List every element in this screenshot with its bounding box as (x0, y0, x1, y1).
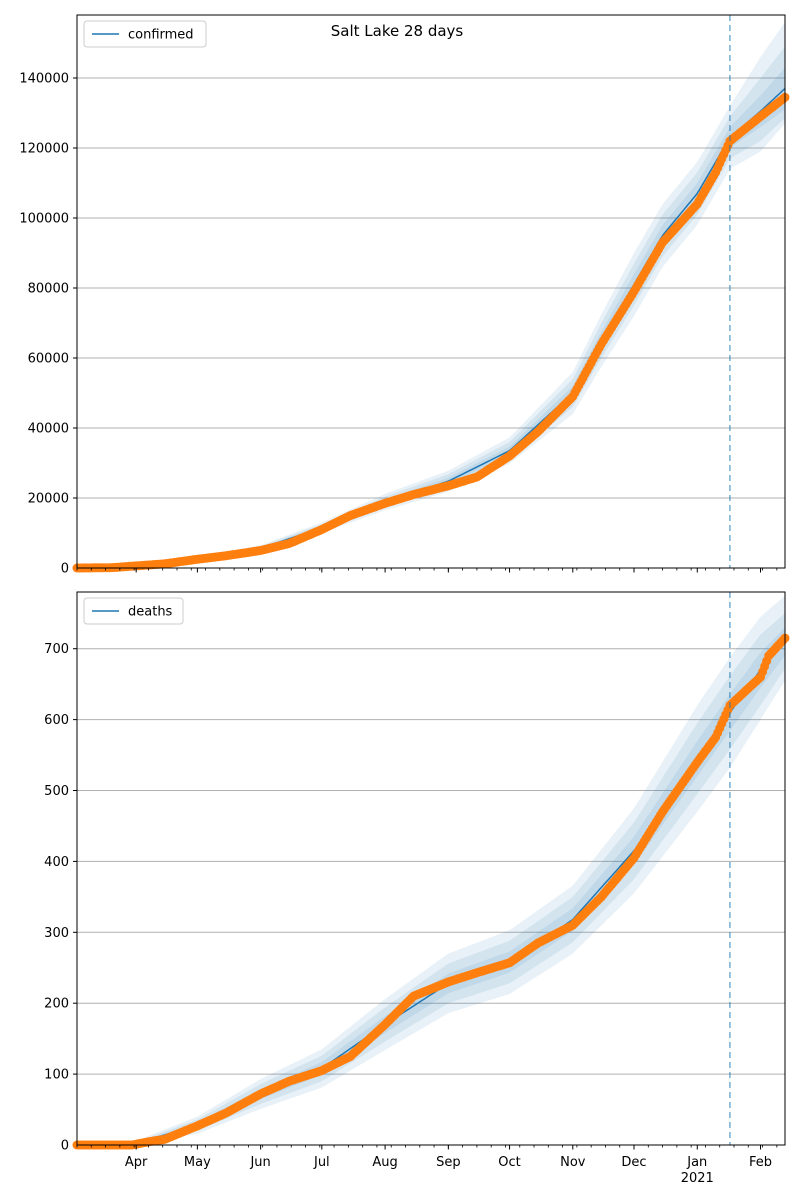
x-tick-label: Oct (498, 1155, 520, 1170)
deaths-legend-label: deaths (128, 605, 173, 620)
y-tick-label: 300 (44, 926, 69, 941)
y-tick-label: 0 (61, 562, 69, 577)
x-tick-label: Apr (125, 1155, 148, 1170)
confirmed-legend-box (83, 20, 207, 48)
y-tick-label: 100 (44, 1068, 69, 1083)
confirmed-legend-label: confirmed (128, 28, 194, 43)
x-tick-label: May (184, 1155, 211, 1170)
x-tick-label: Sep (436, 1155, 461, 1170)
confirmed-axes-frame (76, 14, 786, 569)
y-tick-label: 0 (61, 1139, 69, 1154)
y-tick-label: 600 (44, 713, 69, 728)
deaths-panel: 0 100 200 300 400 500 600 700 Apr May Jun Jul Aug Sep… (44, 591, 790, 1186)
y-tick-label: 40000 (28, 422, 69, 437)
deaths-legend-box (83, 597, 184, 625)
x-tick-label: Dec (621, 1155, 646, 1170)
y-tick-label: 140000 (19, 72, 69, 87)
x-tick-label: Jul (313, 1155, 330, 1170)
x-tick-label: Feb (749, 1155, 772, 1170)
y-tick-label: 500 (44, 784, 69, 799)
y-tick-label: 20000 (28, 492, 69, 507)
x-tick-label: Aug (372, 1155, 397, 1170)
x-tick-label: Nov (560, 1155, 586, 1170)
y-tick-label: 400 (44, 855, 69, 870)
deaths-outer-band (77, 595, 785, 1145)
y-tick-label: 60000 (28, 352, 69, 367)
x-tick-sublabel: 2021 (681, 1171, 714, 1186)
figure-title: Salt Lake 28 days (331, 22, 464, 40)
x-tick-label: Jan (686, 1155, 707, 1170)
confirmed-outer-band (77, 22, 785, 568)
y-tick-label: 120000 (19, 142, 69, 157)
y-tick-label: 100000 (19, 212, 69, 227)
deaths-axes-frame (76, 591, 786, 1146)
confirmed-panel: 0 20000 40000 60000 80000 100000 120000 140000 c… (19, 14, 790, 577)
y-tick-label: 80000 (28, 282, 69, 297)
y-tick-label: 700 (44, 642, 69, 657)
x-tick-label: Jun (249, 1155, 270, 1170)
y-tick-label: 200 (44, 997, 69, 1012)
